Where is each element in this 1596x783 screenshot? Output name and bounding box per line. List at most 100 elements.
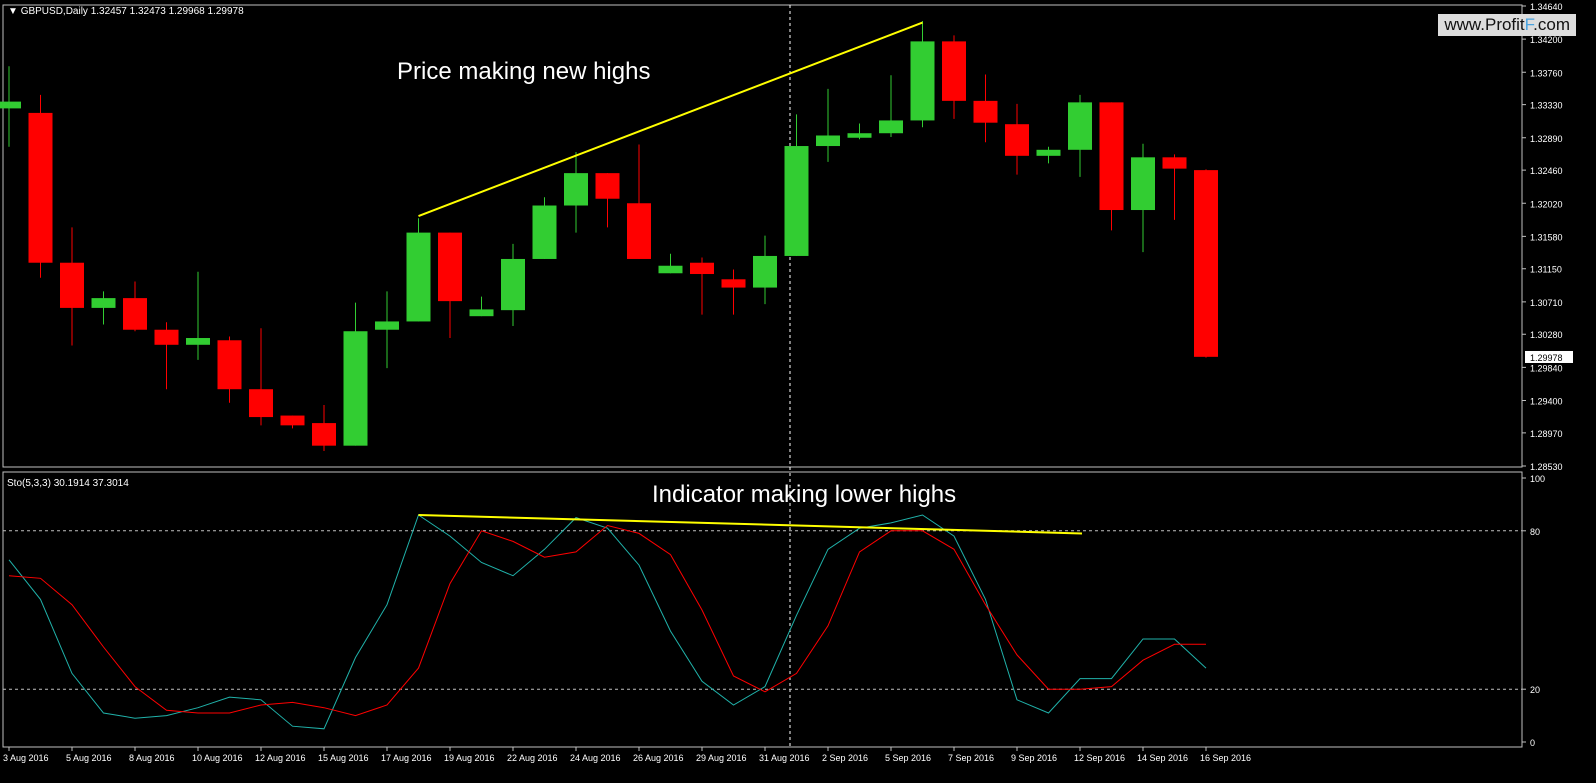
date-tick-label: 3 Aug 2016: [3, 753, 49, 763]
candle-body: [91, 298, 116, 308]
candle-body: [753, 255, 777, 288]
dropdown-arrow-icon[interactable]: ▼: [8, 6, 18, 17]
date-tick-label: 15 Aug 2016: [318, 753, 369, 763]
price-tick-label: 1.28530: [1530, 462, 1563, 472]
candle-body: [910, 41, 935, 121]
price-tick-label: 1.29840: [1530, 363, 1563, 373]
current-price-box: [1525, 350, 1573, 363]
date-tick-label: 10 Aug 2016: [192, 753, 243, 763]
candle-body: [564, 173, 588, 206]
date-tick-label: 12 Sep 2016: [1074, 753, 1125, 763]
candle-body: [406, 232, 431, 322]
candle-body: [60, 262, 84, 308]
price-tick-label: 1.30280: [1530, 330, 1563, 340]
candle-body: [532, 205, 557, 259]
candle-body: [690, 262, 714, 275]
price-tick-label: 1.33760: [1530, 68, 1563, 78]
date-tick-label: 17 Aug 2016: [381, 753, 432, 763]
date-tick-label: 24 Aug 2016: [570, 753, 621, 763]
candle-body: [658, 265, 683, 274]
candle-body: [1005, 124, 1029, 156]
indicator-tick-label: 100: [1530, 474, 1545, 484]
current-price-label: 1.29978: [1530, 353, 1563, 363]
candle-body: [375, 321, 399, 330]
date-tick-label: 19 Aug 2016: [444, 753, 495, 763]
date-tick-label: 14 Sep 2016: [1137, 753, 1188, 763]
date-tick-label: 31 Aug 2016: [759, 753, 810, 763]
date-tick-label: 7 Sep 2016: [948, 753, 994, 763]
candle-body: [343, 331, 368, 446]
price-annotation: Price making new highs: [397, 58, 651, 85]
price-tick-label: 1.34200: [1530, 35, 1563, 45]
candle-body: [280, 415, 305, 426]
price-tick-label: 1.30710: [1530, 298, 1563, 308]
date-tick-label: 5 Sep 2016: [885, 753, 931, 763]
price-tick-label: 1.34640: [1530, 2, 1563, 12]
ohlc-readout: 1.32457 1.32473 1.29968 1.29978: [90, 6, 244, 17]
indicator-tick-label: 80: [1530, 527, 1540, 537]
price-panel-frame: [2, 4, 1523, 468]
price-tick-label: 1.32890: [1530, 134, 1563, 144]
stochastic-signal-line: [8, 524, 1206, 717]
candle-body: [879, 120, 903, 134]
price-tick-label: 1.33330: [1530, 101, 1563, 111]
candle-body: [1194, 170, 1218, 357]
indicator-trend-line: [418, 513, 1083, 535]
candle-body: [942, 41, 966, 101]
candle-body: [0, 101, 21, 109]
candle-body: [847, 133, 872, 138]
candle-body: [154, 329, 179, 345]
candle-body: [469, 309, 494, 317]
price-tick-label: 1.32020: [1530, 199, 1563, 209]
candle-body: [1131, 157, 1155, 211]
candle-body: [1068, 102, 1092, 150]
candles: [0, 21, 1218, 451]
trend-lines: [418, 21, 1083, 535]
indicator-panel-frame: [2, 471, 1523, 748]
candle-body: [501, 258, 525, 311]
date-tick-label: 2 Sep 2016: [822, 753, 868, 763]
price-panel-header: ▼ GBPUSD,Daily 1.32457 1.32473 1.29968 1…: [8, 6, 244, 17]
candle-body: [595, 173, 620, 199]
price-trend-line: [418, 21, 923, 217]
price-tick-label: 1.28970: [1530, 429, 1563, 439]
price-tick-label: 1.31150: [1530, 265, 1562, 275]
candle-body: [312, 423, 336, 446]
candle-body: [627, 203, 651, 259]
indicator-annotation: Indicator making lower highs: [652, 481, 957, 508]
candle-body: [1099, 102, 1124, 211]
indicator-tick-label: 20: [1530, 685, 1540, 695]
candle-body: [438, 232, 462, 302]
candle-body: [28, 112, 53, 263]
candle-body: [816, 135, 840, 147]
date-tick-label: 16 Sep 2016: [1200, 753, 1251, 763]
price-tick-label: 1.32460: [1530, 166, 1563, 176]
candle-body: [249, 389, 273, 418]
date-tick-label: 5 Aug 2016: [66, 753, 112, 763]
candle-body: [123, 298, 147, 330]
candle-body: [721, 279, 746, 288]
date-tick-label: 9 Sep 2016: [1011, 753, 1057, 763]
indicator-tick-label: 0: [1530, 738, 1535, 748]
date-tick-label: 26 Aug 2016: [633, 753, 684, 763]
date-tick-label: 22 Aug 2016: [507, 753, 558, 763]
indicator-title: Sto(5,3,3) 30.1914 37.3014: [7, 478, 129, 489]
stochastic-lines: [8, 514, 1207, 730]
date-tick-label: 29 Aug 2016: [696, 753, 747, 763]
price-tick-label: 1.31580: [1530, 232, 1563, 242]
candle-body: [217, 340, 242, 390]
stochastic-main-line: [8, 514, 1207, 730]
symbol-timeframe: GBPUSD,Daily: [20, 6, 88, 17]
date-axis: 3 Aug 2016 5 Aug 2016 8 Aug 2016 10 Aug 201…: [3, 747, 1251, 763]
date-tick-label: 8 Aug 2016: [129, 753, 175, 763]
candle-body: [1036, 149, 1061, 156]
candle-body: [1162, 157, 1187, 169]
watermark-logo: www.ProfitF.com: [1438, 14, 1576, 36]
candle-body: [973, 100, 998, 123]
candle-body: [784, 146, 809, 256]
date-tick-label: 12 Aug 2016: [255, 753, 306, 763]
price-axis: 1.34640 1.34200 1.33760 1.33330 1.32890 1.324…: [1522, 2, 1573, 472]
indicator-axis: 100 80 20 0: [3, 474, 1545, 748]
candle-body: [186, 338, 210, 345]
